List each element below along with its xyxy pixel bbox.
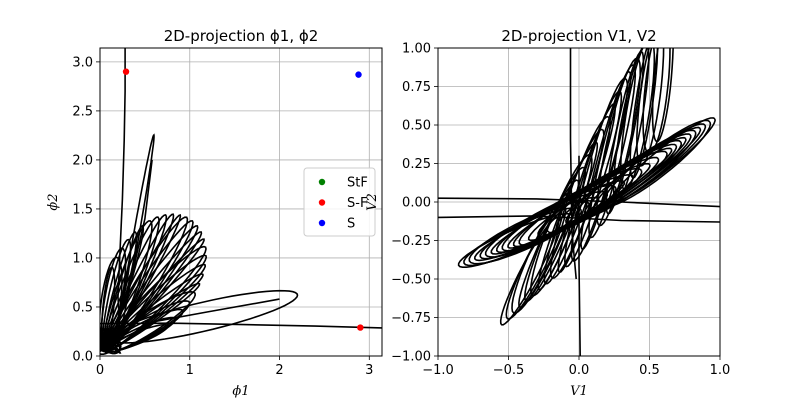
v-x-axis-label: V1 (570, 384, 588, 399)
v-ellipse-steep (570, 77, 629, 262)
v-x-tick-label: −1.0 (422, 363, 454, 378)
phi-trajectory (100, 48, 382, 355)
v-y-tick-label: 0.00 (402, 196, 431, 211)
phi-x-tick-label: 3 (365, 363, 373, 378)
phi-y-tick-label: 0.5 (72, 300, 93, 315)
marker-point-s (355, 71, 362, 78)
phi-y-axis-label: ϕ2 (46, 193, 61, 210)
legend-marker (318, 199, 326, 206)
v-x-tick-label: −0.5 (493, 363, 525, 378)
phi-trace-diagonal (108, 298, 280, 347)
phi-core-loop (100, 327, 123, 352)
phi-trace-vertical (117, 48, 126, 327)
marker-point-s-f (122, 68, 130, 75)
phi-y-tick-label: 0.0 (72, 350, 93, 365)
legend-label: S-F (347, 196, 367, 211)
v-ellipse-shallow (583, 126, 702, 216)
v-ticks: −1.0 −0.5 0.0 0.5 1.0 −1.00 −0.75 −0.50 −0.25 0.0… (391, 42, 730, 379)
v-y-tick-label: 0.25 (402, 157, 431, 172)
v-y-tick-label: 0.75 (402, 80, 431, 95)
v-ellipse-steep (595, 57, 641, 227)
v-y-tick-label: 1.00 (402, 42, 431, 57)
v-ellipse-steep (588, 64, 637, 239)
v-ellipse-steep (505, 204, 567, 320)
legend: StF S-F S (303, 167, 376, 237)
v-x-tick-label: 0.0 (569, 363, 590, 378)
v-ellipse-shallow (574, 129, 697, 221)
phi-y-tick-label: 3.0 (72, 55, 93, 70)
v-projection-panel: −1.0 −0.5 0.0 0.5 1.0 −1.00 −0.75 −0.50 −0.25 0.0… (365, 27, 730, 399)
v-y-tick-label: −0.50 (391, 273, 431, 288)
marker-point-s-f (357, 324, 364, 331)
phi-y-tick-label: 2.0 (72, 153, 93, 168)
legend-marker (318, 178, 326, 186)
phi-x-axis-label: ϕ1 (232, 384, 249, 399)
v-ellipse-steep (580, 70, 632, 251)
phi-x-tick-label: 2 (275, 363, 283, 378)
v-y-tick-label: −1.00 (391, 350, 431, 365)
v-ellipse-shallow (592, 123, 707, 212)
phi-trace-spike (126, 159, 153, 298)
v-x-tick-label: 1.0 (710, 363, 731, 378)
phi-loop-fan (103, 225, 199, 352)
v-trajectory (438, 48, 720, 356)
phi-axes-frame (99, 47, 383, 357)
phi-x-tick-label: 1 (186, 363, 194, 378)
phi-projection-panel: 0 1 2 3 0.0 0.5 1.0 1.5 2.0 2.5 3.0 2D-projection … (46, 27, 383, 399)
v-ellipse-shallow (601, 119, 712, 208)
legend-label: StF (347, 176, 368, 191)
phi-ticks: 0 1 2 3 0.0 0.5 1.0 1.5 2.0 2.5 3.0 (72, 55, 373, 378)
v-y-axis-label: V2 (365, 193, 380, 211)
phi-y-tick-label: 1.5 (72, 202, 93, 217)
phi-y-tick-label: 2.5 (72, 104, 93, 119)
legend-marker (318, 219, 326, 227)
v-y-tick-label: −0.25 (391, 234, 431, 249)
phi-x-tick-label: 0 (96, 363, 104, 378)
v-ellipse-steep (651, 48, 674, 143)
legend-label: S (347, 217, 355, 232)
v-chart-title: 2D-projection V1, V2 (501, 27, 656, 45)
v-ellipse-shallow (611, 117, 716, 203)
v-x-tick-label: 0.5 (639, 363, 660, 378)
phi-marker-points (122, 68, 364, 331)
phi-chart-title: 2D-projection ϕ1, ϕ2 (164, 27, 319, 45)
phi-y-tick-label: 1.0 (72, 251, 93, 266)
v-y-tick-label: 0.50 (402, 119, 431, 134)
v-y-tick-label: −0.75 (391, 311, 431, 326)
